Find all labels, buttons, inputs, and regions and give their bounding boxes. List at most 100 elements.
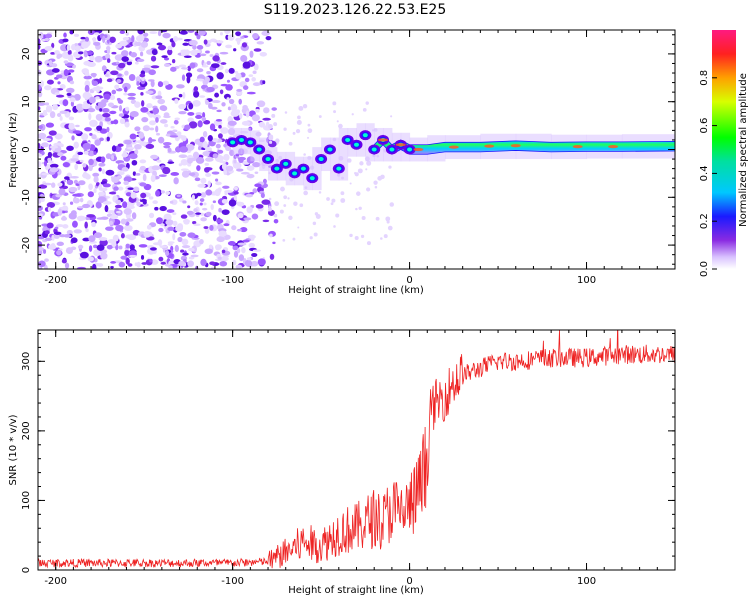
noise-speck [83, 60, 92, 66]
noise-speck [94, 139, 101, 146]
noise-speck [160, 105, 168, 112]
noise-speck [225, 44, 233, 49]
noise-speck [313, 232, 318, 237]
noise-speck [199, 53, 207, 57]
noise-speck [69, 80, 75, 85]
noise-speck [211, 171, 220, 175]
noise-speck [173, 177, 179, 185]
noise-speck [149, 127, 155, 131]
noise-speck [97, 196, 107, 203]
noise-speck [93, 188, 97, 193]
noise-speck [120, 233, 125, 239]
noise-speck [134, 262, 138, 267]
noise-speck [193, 86, 199, 92]
noise-speck [195, 212, 202, 215]
noise-speck [47, 151, 53, 158]
signal-blob [265, 157, 271, 162]
noise-speck [233, 191, 239, 195]
x-tick-label: -200 [44, 275, 67, 286]
noise-speck [355, 207, 358, 211]
noise-speck [193, 90, 200, 98]
noise-speck [361, 216, 366, 221]
noise-speck [233, 159, 237, 164]
noise-speck [162, 166, 171, 175]
noise-speck [171, 41, 176, 48]
noise-speck [66, 145, 74, 151]
noise-speck [360, 234, 365, 239]
noise-speck [205, 172, 212, 177]
noise-speck [104, 205, 109, 213]
signal-blob [247, 140, 253, 145]
noise-speck [70, 101, 74, 107]
noise-speck [59, 84, 66, 90]
noise-speck [73, 179, 78, 185]
noise-speck [38, 213, 43, 217]
noise-speck [123, 225, 133, 231]
noise-speck [235, 37, 242, 42]
colorbar-label: Normalized spectral amplitude [738, 73, 749, 227]
noise-speck [187, 157, 193, 164]
noise-speck [237, 228, 242, 232]
noise-speck [66, 44, 71, 51]
noise-speck [246, 173, 255, 179]
noise-speck [195, 265, 199, 269]
noise-speck [119, 118, 126, 125]
noise-speck [169, 134, 179, 138]
noise-speck [42, 182, 52, 186]
colorbar: 0.0 0.2 0.4 0.6 0.8 Normalized spectral ampl… [699, 30, 749, 277]
noise-speck [67, 49, 72, 56]
noise-speck [162, 32, 171, 39]
noise-speck [146, 103, 153, 109]
signal-halo [259, 137, 269, 172]
noise-speck [47, 160, 54, 164]
noise-speck [251, 77, 257, 82]
noise-speck [167, 45, 173, 51]
noise-speck [204, 167, 213, 171]
noise-speck [60, 155, 67, 161]
signal-peak [510, 144, 521, 148]
noise-speck [38, 38, 41, 45]
noise-speck [148, 137, 153, 144]
noise-speck [38, 205, 43, 212]
noise-speck [125, 192, 132, 197]
noise-speck [181, 245, 191, 249]
noise-speck [198, 30, 206, 36]
noise-speck [146, 49, 155, 55]
y-tick-label: 200 [21, 421, 32, 440]
signal-blob [336, 166, 342, 171]
noise-speck [118, 261, 126, 268]
noise-speck [51, 68, 60, 73]
noise-speck [89, 150, 93, 156]
noise-speck [170, 66, 177, 72]
noise-speck [358, 206, 362, 211]
spectrogram-x-ticks: -200 -100 0 100 [37, 30, 676, 286]
noise-speck [224, 30, 231, 34]
noise-speck [38, 174, 41, 177]
noise-speck [56, 74, 63, 79]
noise-speck [89, 119, 98, 127]
noise-speck [225, 145, 232, 151]
noise-speck [49, 163, 59, 168]
noise-speck [177, 236, 183, 243]
noise-speck [271, 113, 276, 118]
noise-speck [87, 256, 94, 262]
noise-speck [63, 69, 69, 77]
signal-peak [608, 145, 619, 149]
noise-speck [123, 92, 128, 96]
noise-speck [100, 156, 106, 163]
noise-speck [217, 149, 224, 154]
noise-speck [387, 225, 393, 231]
noise-speck [88, 183, 93, 191]
noise-speck [149, 120, 156, 126]
noise-speck [307, 128, 313, 134]
signal-peak [572, 145, 583, 149]
noise-speck [178, 260, 186, 267]
noise-speck [42, 138, 52, 141]
noise-speck [101, 65, 107, 72]
signal-halo [321, 137, 331, 172]
signal-blob [238, 137, 244, 142]
y-tick-label: 0 [21, 567, 32, 573]
noise-speck [174, 244, 179, 253]
noise-speck [261, 30, 271, 36]
noise-speck [176, 84, 185, 89]
